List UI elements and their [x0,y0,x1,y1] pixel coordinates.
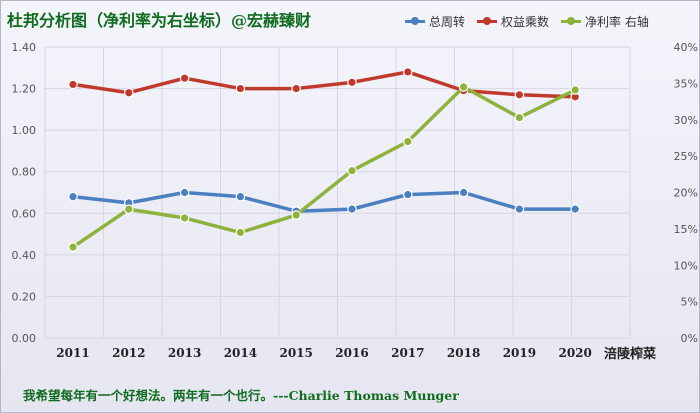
legend-item-margin: 净利率 右轴 [561,13,649,30]
x-axis-tick-label: 2018 [447,346,480,360]
data-point-margin [458,82,469,92]
legend-label-margin: 净利率 右轴 [585,15,649,29]
data-point-margin [179,213,190,223]
x-axis-tick-label: 2014 [224,346,257,360]
data-point-margin [68,242,78,252]
x-axis-tick-label: 2017 [391,346,424,360]
left-axis-tick-label: 0.00 [12,332,37,345]
data-point-multiplier [347,77,357,88]
left-axis-tick-label: 0.60 [12,207,37,220]
data-point-multiplier [291,83,301,94]
data-point-multiplier [124,87,134,98]
quote-text: 我希望每年有一个好想法。两年有一个也行。---Charlie Thomas Mu… [23,388,459,403]
data-point-multiplier [68,79,78,90]
left-axis-tick-label: 0.80 [12,166,37,179]
left-axis-tick-label: 1.00 [12,124,37,137]
x-axis-tick-label: 2012 [112,346,145,360]
legend-item-multiplier: 权益乘数 [477,13,549,30]
data-point-multiplier [514,90,525,100]
legend-swatch-multiplier [477,17,498,25]
left-axis-tick-label: 1.40 [12,41,37,54]
data-point-multiplier [402,67,413,77]
x-axis-tick-label: 2011 [56,346,89,360]
chart-title: 杜邦分析图（净利率为右坐标）@宏赫臻财 [7,11,312,30]
watermark-label: 涪陵榨菜 [604,346,656,362]
right-axis-tick-label: 40% [674,41,698,54]
x-axis-tick-label: 2016 [335,346,368,360]
data-point-multiplier [179,73,190,83]
right-axis-tick-label: 5% [681,296,698,309]
left-axis-tick-label: 0.20 [12,290,37,303]
data-point-margin [235,227,246,238]
x-axis-tick-label: 2020 [558,346,591,360]
right-axis-tick-label: 25% [674,150,698,163]
series-line-margin [71,85,577,249]
x-axis-tick-label: 2015 [279,346,312,360]
data-point-turnover [514,204,525,214]
data-point-margin [514,112,525,123]
right-axis-tick-label: 10% [674,259,698,272]
data-point-margin [124,204,134,215]
legend-label-turnover: 总周转 [429,15,466,29]
legend-item-turnover: 总周转 [405,13,465,30]
legend-label-multiplier: 权益乘数 [501,15,550,29]
legend-swatch-turnover [405,17,425,25]
data-point-margin [347,165,357,176]
data-point-turnover [570,204,580,214]
right-axis-tick-label: 15% [674,223,698,236]
x-axis-tick-label: 2013 [168,346,201,360]
legend: 总周转 权益乘数 净利率 右轴 [405,13,649,30]
right-axis-tick-label: 30% [674,114,698,127]
data-point-turnover [179,187,190,198]
right-axis-tick-label: 0% [681,332,698,345]
data-point-turnover [458,187,469,198]
legend-swatch-margin [561,17,582,25]
data-point-turnover [402,189,413,200]
series-line-multiplier [71,70,577,99]
data-point-multiplier [235,83,246,94]
x-axis-tick-label: 2019 [503,346,536,360]
right-axis-tick-label: 35% [674,77,698,90]
left-axis-tick-label: 1.20 [12,83,37,96]
data-point-margin [570,85,580,95]
series-line-turnover [71,190,577,213]
data-point-margin [291,210,301,220]
data-point-turnover [347,204,357,214]
data-point-turnover [68,191,78,202]
data-point-turnover [235,191,246,202]
left-axis-tick-label: 0.40 [12,249,37,262]
data-point-margin [402,136,413,147]
right-axis-tick-label: 20% [674,187,698,200]
